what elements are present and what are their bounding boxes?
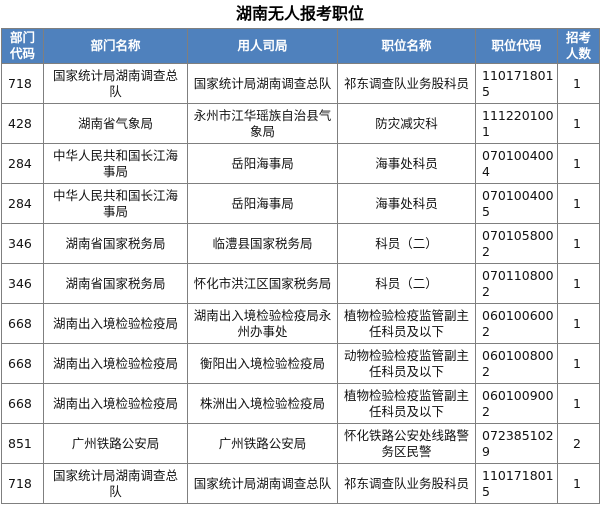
table-row: 668 湖南出入境检验检疫局 株洲出入境检验检疫局 植物检验检疫监管副主任科员及以下 0…: [1, 383, 600, 424]
positions-table: 部门代码 部门名称 用人司局 职位名称 职位代码 招考人数 718 国家统计局湖南调查总队国…: [1, 28, 600, 504]
table-cell: 防灾减灾科: [337, 103, 476, 144]
table-cell: 1101718015: [475, 463, 558, 504]
column-header: 部门名称: [43, 28, 188, 64]
table-cell: 1101718015: [475, 63, 558, 104]
table-row: 668 湖南出入境检验检疫局 衡阳出入境检验检疫局 动物检验检疫监管副主任科员及以下 0…: [1, 343, 600, 384]
table-cell: 临澧县国家税务局: [187, 223, 338, 264]
table-cell: 284: [1, 183, 44, 224]
table-cell: 海事处科员: [337, 143, 476, 184]
table-cell: 346: [1, 263, 44, 304]
table-cell: 1: [557, 263, 600, 304]
table-cell: 广州铁路公安局: [187, 423, 338, 464]
table-cell: 衡阳出入境检验检疫局: [187, 343, 338, 384]
table-cell: 湖南省气象局: [43, 103, 188, 144]
table-cell: 1: [557, 63, 600, 104]
table-row: 718 国家统计局湖南调查总队 国家统计局湖南调查总队 祁东调查队业务股科员 11017…: [1, 463, 600, 504]
table-cell: 植物检验检疫监管副主任科员及以下: [337, 303, 476, 344]
page-title: 湖南无人报考职位: [235, 4, 364, 23]
table-cell: 湖南出入境检验检疫局永州办事处: [187, 303, 338, 344]
table-row: 284 中华人民共和国长江海事局 岳阳海事局 海事处科员 0701004005 1: [1, 183, 600, 224]
table-cell: 国家统计局湖南调查总队: [187, 463, 338, 504]
table-cell: 岳阳海事局: [187, 143, 338, 184]
table-row: 346 湖南省国家税务局 临澧县国家税务局 科员（二） 0701058002 1: [1, 223, 600, 264]
table-cell: 668: [1, 303, 44, 344]
table-cell: 1: [557, 103, 600, 144]
table-cell: 0701004004: [475, 143, 558, 184]
table-cell: 1: [557, 383, 600, 424]
table-cell: 851: [1, 423, 44, 464]
table-cell: 0701004005: [475, 183, 558, 224]
table-cell: 岳阳海事局: [187, 183, 338, 224]
table-cell: 284: [1, 143, 44, 184]
table-row: 346 湖南省国家税务局 怀化市洪江区国家税务局 科员（二） 0701108002 1: [1, 263, 600, 304]
table-cell: 国家统计局湖南调查总队: [187, 63, 338, 104]
table-cell: 科员（二）: [337, 223, 476, 264]
table-cell: 0701108002: [475, 263, 558, 304]
table-cell: 346: [1, 223, 44, 264]
table-row: 718 国家统计局湖南调查总队 国家统计局湖南调查总队 祁东调查队业务股科员 11017…: [1, 63, 600, 104]
table-cell: 428: [1, 103, 44, 144]
table-cell: 0601009002: [475, 383, 558, 424]
table-cell: 湖南出入境检验检疫局: [43, 343, 188, 384]
table-cell: 湖南省国家税务局: [43, 223, 188, 264]
table-cell: 怀化市洪江区国家税务局: [187, 263, 338, 304]
table-cell: 动物检验检疫监管副主任科员及以下: [337, 343, 476, 384]
table-row: 428 湖南省气象局 永州市江华瑶族自治县气象局 防灾减灾科 1112201001 1: [1, 103, 600, 144]
table-cell: 0723851029: [475, 423, 558, 464]
table-cell: 2: [557, 423, 600, 464]
table-cell: 1: [557, 303, 600, 344]
table-cell: 湖南出入境检验检疫局: [43, 383, 188, 424]
table-cell: 怀化铁路公安处线路警务区民警: [337, 423, 476, 464]
column-header: 职位代码: [475, 28, 558, 64]
table-cell: 1112201001: [475, 103, 558, 144]
table-cell: 1: [557, 143, 600, 184]
table-cell: 718: [1, 463, 44, 504]
table-cell: 0601008002: [475, 343, 558, 384]
table-cell: 科员（二）: [337, 263, 476, 304]
table-cell: 718: [1, 63, 44, 104]
table-cell: 永州市江华瑶族自治县气象局: [187, 103, 338, 144]
table-cell: 祁东调查队业务股科员: [337, 463, 476, 504]
table-cell: 海事处科员: [337, 183, 476, 224]
table-cell: 国家统计局湖南调查总队: [43, 463, 188, 504]
table-cell: 0601006002: [475, 303, 558, 344]
table-body: 718 国家统计局湖南调查总队 国家统计局湖南调查总队 祁东调查队业务股科员 11017…: [1, 63, 600, 504]
table-row: 284 中华人民共和国长江海事局 岳阳海事局 海事处科员 0701004004 1: [1, 143, 600, 184]
table-cell: 1: [557, 183, 600, 224]
table-cell: 1: [557, 223, 600, 264]
table-cell: 祁东调查队业务股科员: [337, 63, 476, 104]
column-header: 用人司局: [187, 28, 338, 64]
table-cell: 1: [557, 343, 600, 384]
table-cell: 湖南省国家税务局: [43, 263, 188, 304]
column-header: 职位名称: [337, 28, 476, 64]
table-cell: 中华人民共和国长江海事局: [43, 143, 188, 184]
table-cell: 植物检验检疫监管副主任科员及以下: [337, 383, 476, 424]
table-cell: 湖南出入境检验检疫局: [43, 303, 188, 344]
table-cell: 国家统计局湖南调查总队: [43, 63, 188, 104]
table-row: 668 湖南出入境检验检疫局 湖南出入境检验检疫局永州办事处 植物检验检疫监管副主任科…: [1, 303, 600, 344]
table-cell: 1: [557, 463, 600, 504]
column-header: 招考人数: [557, 28, 600, 64]
table-cell: 668: [1, 343, 44, 384]
header-row: 部门代码 部门名称 用人司局 职位名称 职位代码 招考人数: [1, 28, 600, 64]
table-cell: 0701058002: [475, 223, 558, 264]
table-cell: 中华人民共和国长江海事局: [43, 183, 188, 224]
table-row: 851 广州铁路公安局 广州铁路公安局 怀化铁路公安处线路警务区民警 072385102…: [1, 423, 600, 464]
table-cell: 广州铁路公安局: [43, 423, 188, 464]
table-cell: 668: [1, 383, 44, 424]
table-cell: 株洲出入境检验检疫局: [187, 383, 338, 424]
column-header: 部门代码: [1, 28, 44, 64]
